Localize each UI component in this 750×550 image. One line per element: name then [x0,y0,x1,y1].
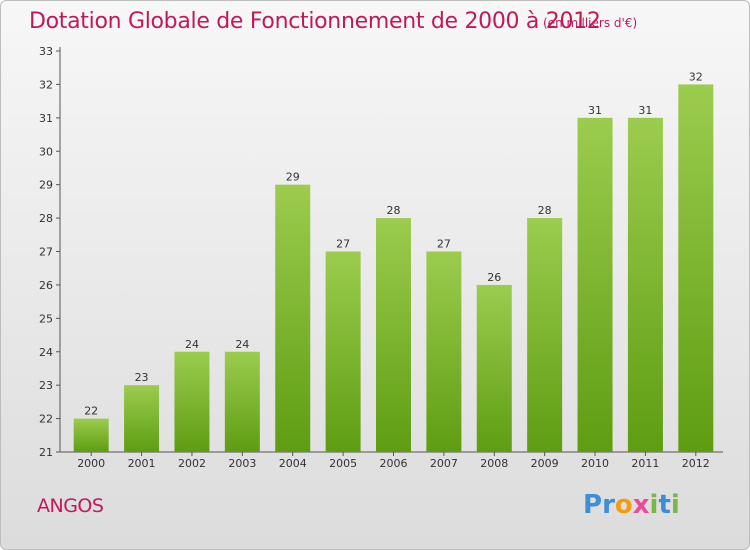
logo-letter: i [649,490,659,520]
y-tick-label: 26 [39,279,53,292]
logo-letter: P [583,490,603,520]
logo-letter: r [602,490,615,520]
y-tick-label: 29 [39,179,53,192]
bar [577,117,613,452]
chart-title: Dotation Globale de Fonctionnement de 20… [29,9,601,34]
y-tick-label: 30 [39,145,53,158]
x-tick-label: 2009 [531,457,559,470]
y-tick-label: 22 [39,413,53,426]
x-tick-label: 2001 [128,457,156,470]
x-tick-label: 2007 [430,457,458,470]
bar-value-label: 32 [689,70,703,83]
x-tick-label: 2012 [682,457,710,470]
bar-value-label: 27 [336,238,350,251]
bar [527,218,563,452]
bar [376,218,411,452]
bar-value-label: 31 [638,104,652,117]
bar [174,351,210,452]
bar [627,117,663,452]
x-tick-label: 2010 [581,457,609,470]
y-tick-label: 31 [39,112,53,125]
x-tick-label: 2000 [77,457,105,470]
x-tick-label: 2008 [480,457,508,470]
axes: 21 22 23 24 25 26 27 28 29 30 31 32 33 2000 2001 2002 20… [39,45,723,470]
y-tick-label: 25 [39,312,53,325]
bar-value-label: 24 [235,338,249,351]
y-tick-label: 23 [39,379,53,392]
bar-value-label: 28 [387,204,401,217]
bar-value-label: 22 [84,405,98,418]
x-tick-label: 2011 [631,457,659,470]
x-tick-label: 2002 [178,457,206,470]
y-tick-label: 28 [39,212,53,225]
bar-value-label: 26 [487,271,501,284]
y-tick-label: 24 [39,346,53,359]
data-labels: 22 23 24 24 29 27 28 27 26 28 31 31 32 [84,70,703,417]
bar [73,418,109,452]
logo-letter: x [632,490,650,520]
bars [73,84,714,453]
logo-letter: t [658,490,671,520]
bar-value-label: 27 [437,238,451,251]
y-tick-label: 21 [39,446,53,459]
bar [325,251,361,452]
bar [224,351,260,452]
bar [678,84,714,453]
commune-name: ANGOS [37,495,104,517]
proxiti-logo: Proxiti [583,490,680,520]
bar-value-label: 23 [135,371,149,384]
bar-value-label: 28 [538,204,552,217]
x-tick-label: 2006 [380,457,408,470]
bar-value-label: 29 [286,171,300,184]
x-tick-label: 2003 [228,457,256,470]
y-tick-label: 32 [39,78,53,91]
bar [426,251,462,452]
bar [275,184,311,452]
bar [476,284,512,452]
y-tick-label: 27 [39,246,53,259]
bar-value-label: 24 [185,338,199,351]
bar-value-label: 31 [588,104,602,117]
bar [124,385,160,452]
logo-letter: o [614,490,633,520]
logo-letter: i [670,490,680,520]
y-tick-label: 33 [39,45,53,58]
x-tick-label: 2004 [279,457,307,470]
x-tick-label: 2005 [329,457,357,470]
chart-subtitle: (en milliers d'€) [543,16,638,30]
